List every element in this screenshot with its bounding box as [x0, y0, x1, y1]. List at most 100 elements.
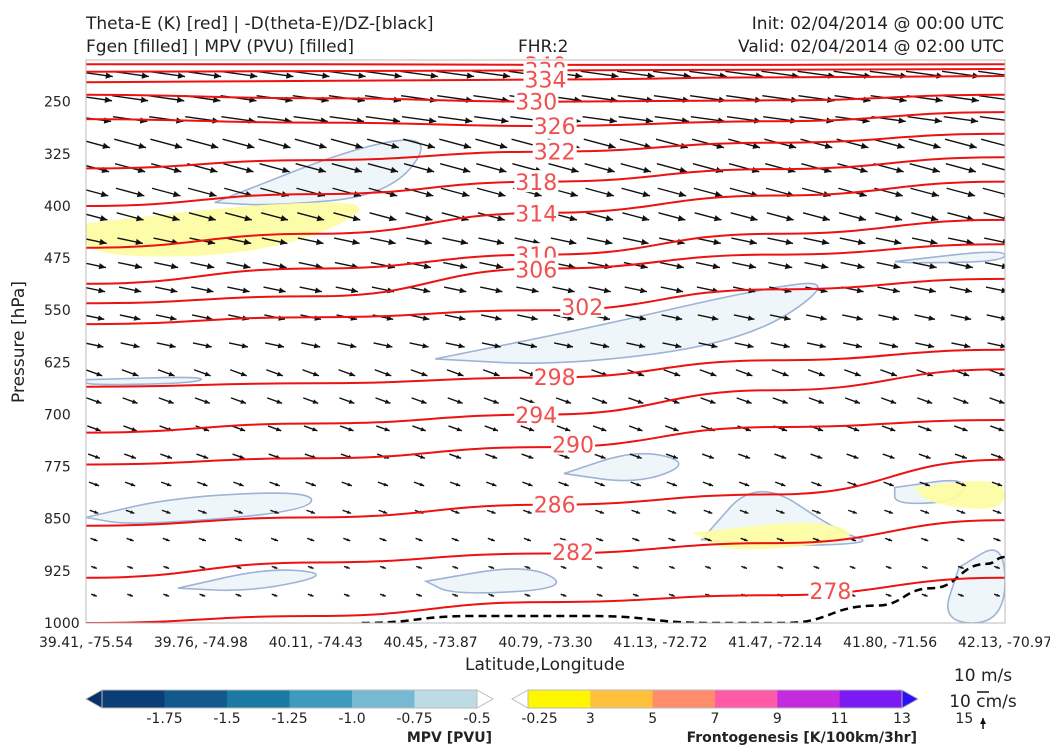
wind-vector	[475, 138, 508, 149]
theta-e-label-bg	[514, 89, 559, 112]
wind-vector	[223, 163, 254, 174]
wind-vector	[905, 70, 944, 79]
wind-vector	[364, 70, 402, 79]
mpv-colorbar-tick-label: -1.25	[271, 711, 307, 727]
wind-vector	[956, 509, 966, 515]
forecast-hour: FHR:2	[518, 37, 569, 57]
mpv-colorbar-tick-label: -1.0	[338, 711, 365, 727]
theta-e-contour	[86, 576, 1005, 623]
reference-vector-arrowhead	[980, 718, 986, 724]
wind-vector	[415, 537, 423, 542]
wind-vector	[979, 115, 1005, 121]
wind-vector	[376, 425, 390, 432]
wind-vector	[616, 70, 655, 79]
wind-vector	[485, 453, 498, 459]
wind-vector	[124, 481, 136, 487]
wind-vector	[234, 537, 243, 542]
wind-vector	[439, 163, 471, 174]
x-tick-label: 41.80, -71.56	[843, 635, 937, 651]
wind-vector	[550, 237, 577, 246]
wind-vector	[944, 138, 977, 149]
wind-vector	[160, 481, 172, 487]
wind-vector	[908, 138, 941, 149]
wind-vector	[227, 286, 250, 294]
wind-vector	[118, 261, 143, 270]
wind-vector	[702, 481, 714, 487]
wind-vector	[115, 187, 145, 198]
wind-vector	[403, 163, 435, 174]
wind-vector	[594, 481, 605, 487]
wind-vector	[918, 453, 931, 459]
wind-vector	[524, 593, 531, 597]
wind-vector	[726, 115, 762, 124]
wind-vector	[596, 593, 603, 597]
wind-vector	[668, 537, 676, 542]
wind-vector	[327, 70, 366, 79]
fgen-colorbar-tick-label: 13	[893, 711, 911, 727]
wind-vector	[620, 163, 652, 174]
wind-vector	[154, 261, 179, 270]
wind-vector	[548, 163, 579, 174]
wind-vector	[631, 509, 641, 515]
wind-vector	[630, 481, 642, 487]
wind-vector	[875, 212, 903, 222]
wind-vector	[439, 138, 472, 149]
wind-vector	[875, 237, 902, 246]
wind-vector	[339, 397, 355, 404]
wind-vector	[910, 187, 940, 198]
wind-vector	[401, 115, 437, 124]
wind-vector	[161, 509, 171, 515]
theta-e-label: 330	[515, 91, 557, 116]
wind-vector	[950, 314, 972, 321]
wind-vector	[805, 314, 827, 321]
wind-vector	[849, 565, 856, 570]
theta-e-label: 298	[534, 366, 576, 391]
wind-vector	[343, 565, 350, 570]
wind-vector	[988, 369, 1005, 377]
wind-vector	[437, 115, 473, 124]
wind-vector	[476, 187, 506, 198]
theta-e-contour	[86, 419, 1005, 466]
theta-e-label: 326	[534, 115, 576, 140]
x-tick-label: 39.76, -74.98	[154, 635, 248, 651]
wind-vector	[446, 369, 464, 377]
wind-vector	[769, 314, 791, 321]
wind-vector	[299, 286, 322, 294]
mpv-colorbar-outline	[101, 689, 478, 709]
wind-vector	[127, 565, 134, 570]
wind-vector	[838, 212, 867, 222]
wind-vector	[726, 95, 763, 103]
wind-vector	[951, 342, 971, 349]
y-tick-label: 475	[44, 251, 71, 267]
wind-vector	[770, 342, 790, 349]
wind-vector	[519, 397, 536, 404]
wind-vector	[445, 342, 465, 349]
wind-vector	[811, 481, 822, 487]
wind-vector	[483, 397, 500, 404]
wind-vector	[689, 95, 727, 103]
wind-vector	[661, 314, 683, 321]
y-tick-label: 325	[44, 147, 71, 163]
wind-vector	[694, 212, 722, 222]
theta-e-label: 294	[515, 404, 557, 429]
fgen-colorbar-segment	[839, 690, 903, 708]
wind-vector	[266, 397, 283, 404]
wind-vector	[86, 369, 103, 377]
wind-vector	[86, 72, 113, 79]
wind-vector	[624, 286, 648, 294]
wind-vector	[265, 342, 285, 349]
wind-vector	[411, 397, 427, 404]
wind-vector	[695, 261, 721, 270]
wind-vector	[807, 369, 825, 377]
wind-vector	[803, 237, 830, 246]
wind-vector	[366, 138, 400, 149]
theta-e-label: 314	[515, 203, 557, 228]
wind-vector	[375, 397, 391, 404]
wind-vector	[625, 314, 647, 321]
wind-vector	[735, 369, 753, 377]
wind-vector	[333, 212, 361, 222]
fgen-colorbar-tick-label: 11	[831, 711, 849, 727]
wind-vector	[812, 537, 821, 542]
frontogenesis-region	[86, 202, 360, 257]
